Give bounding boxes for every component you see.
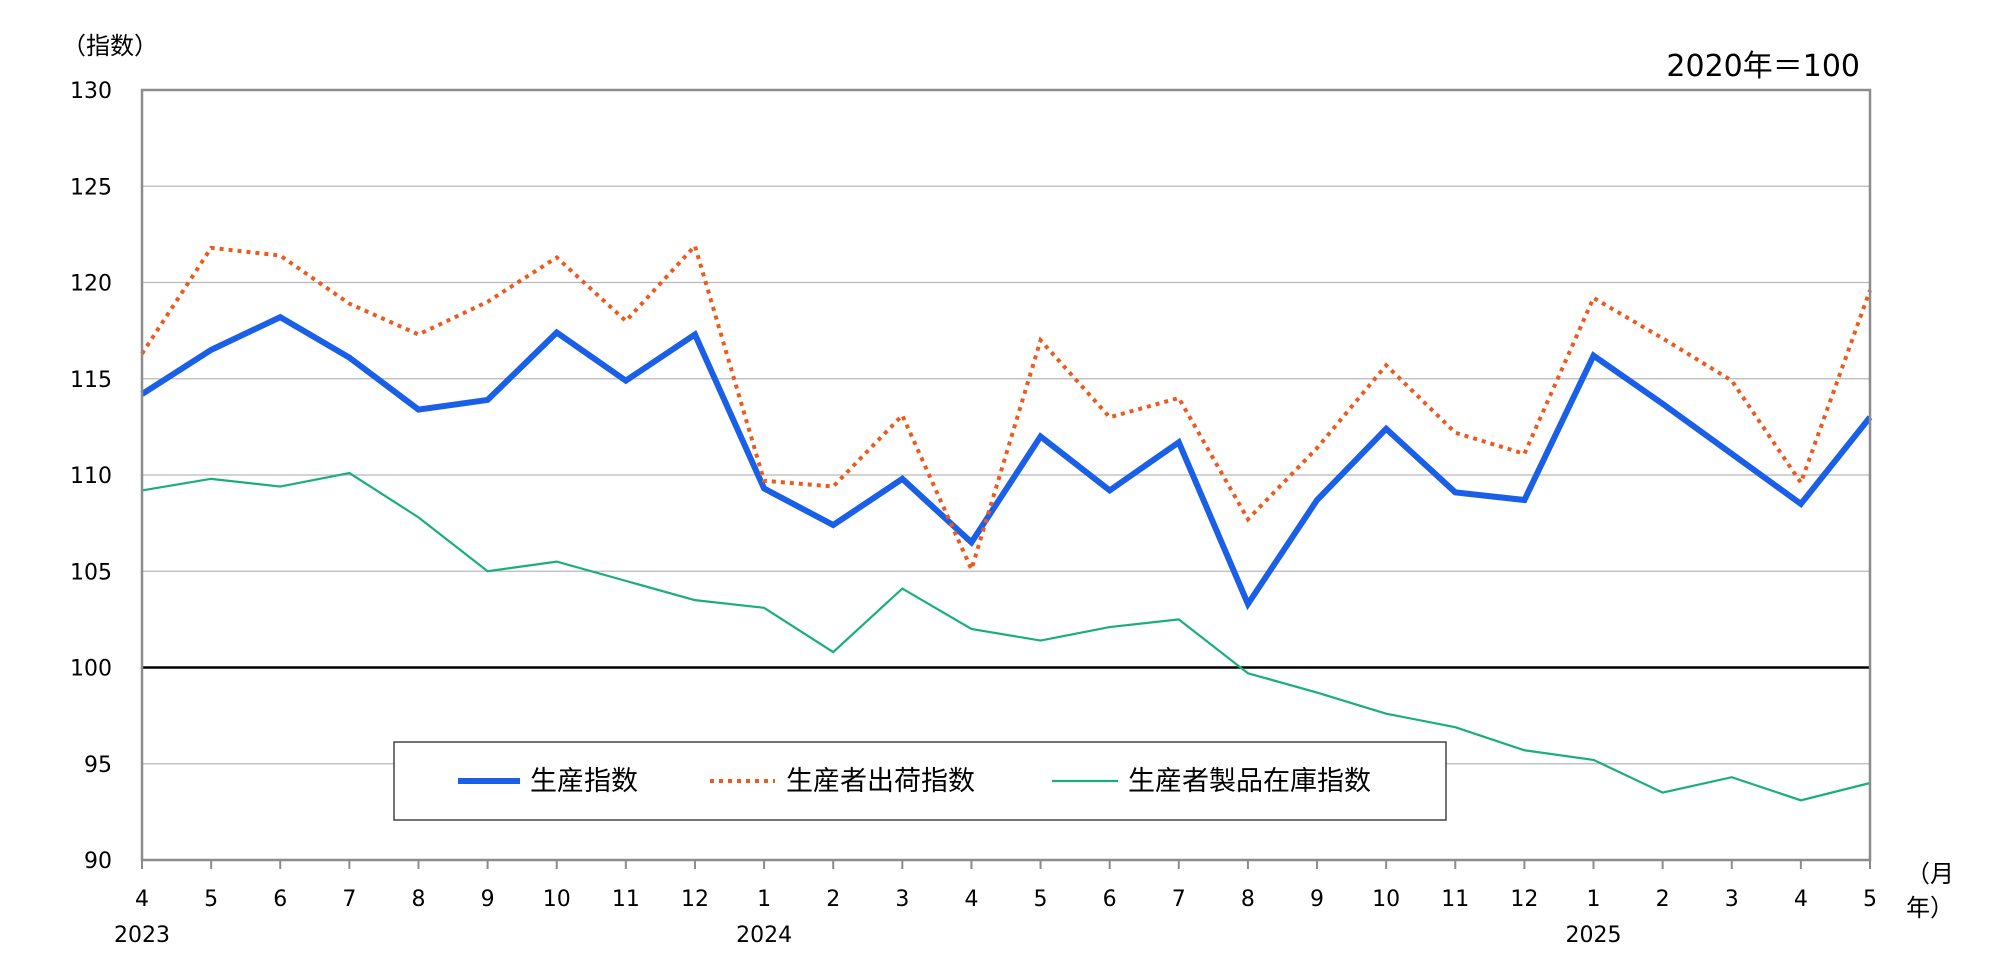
x-tick-4: 8 [411, 887, 425, 912]
x-tick-12: 4 [964, 887, 978, 912]
x-tick-13: 5 [1034, 887, 1048, 912]
series-line-2 [141, 471, 1871, 802]
y-tick-labels: 90 95 100 105 110 115 120 125 130 [70, 79, 112, 874]
x-year-2025: 2025 [1566, 923, 1622, 948]
legend-label-2: 生産者製品在庫指数 [1128, 766, 1371, 797]
x-tick-14: 6 [1103, 887, 1117, 912]
series-line-0 [140, 313, 1873, 611]
x-tick-19: 11 [1441, 887, 1469, 912]
x-tick-15: 7 [1172, 887, 1186, 912]
x-tick-0: 4 [135, 887, 149, 912]
x-tick-22: 2 [1656, 887, 1670, 912]
x-year-2023: 2023 [114, 923, 170, 948]
plot-frame [140, 88, 1872, 862]
grid-lines [142, 185, 1870, 765]
x-tick-21: 1 [1587, 887, 1601, 912]
x-tick-18: 10 [1372, 887, 1400, 912]
x-tick-10: 2 [826, 887, 840, 912]
y-tick-90: 90 [84, 849, 112, 874]
base-year-note: 2020年＝100 [1666, 49, 1860, 84]
x-tick-6: 10 [543, 887, 571, 912]
series-lines [140, 241, 1873, 802]
legend-box [393, 741, 1447, 821]
x-tick-23: 3 [1725, 887, 1739, 912]
x-tick-11: 3 [895, 887, 909, 912]
series-line-1 [140, 241, 1872, 576]
y-tick-115: 115 [70, 368, 112, 393]
y-tick-105: 105 [70, 560, 112, 585]
y-tick-120: 120 [70, 272, 112, 297]
y-tick-110: 110 [70, 464, 112, 489]
x-tick-1: 5 [204, 887, 218, 912]
x-tick-9: 1 [757, 887, 771, 912]
x-tick-24: 4 [1794, 887, 1808, 912]
x-tick-20: 12 [1510, 887, 1538, 912]
x-tick-16: 8 [1241, 887, 1255, 912]
y-tick-130: 130 [70, 79, 112, 104]
x-tick-8: 12 [681, 887, 709, 912]
legend-label-0: 生産指数 [530, 766, 638, 797]
x-tick-2: 6 [273, 887, 287, 912]
x-unit-month: （月 [1906, 860, 1954, 888]
x-unit-year: 年） [1906, 894, 1954, 922]
x-tick-17: 9 [1310, 887, 1324, 912]
y-tick-100: 100 [70, 657, 112, 682]
x-tick-25: 5 [1863, 887, 1877, 912]
x-tick-7: 11 [612, 887, 640, 912]
y-tick-125: 125 [70, 175, 112, 200]
legend-label-1: 生産者出荷指数 [786, 766, 975, 797]
x-year-2024: 2024 [736, 923, 792, 948]
legend: 生産指数 生産者出荷指数 生産者製品在庫指数 [393, 741, 1447, 821]
y-tick-95: 95 [84, 753, 112, 778]
x-tick-3: 7 [342, 887, 356, 912]
y-axis-label: （指数） [62, 32, 158, 60]
x-tick-5: 9 [481, 887, 495, 912]
